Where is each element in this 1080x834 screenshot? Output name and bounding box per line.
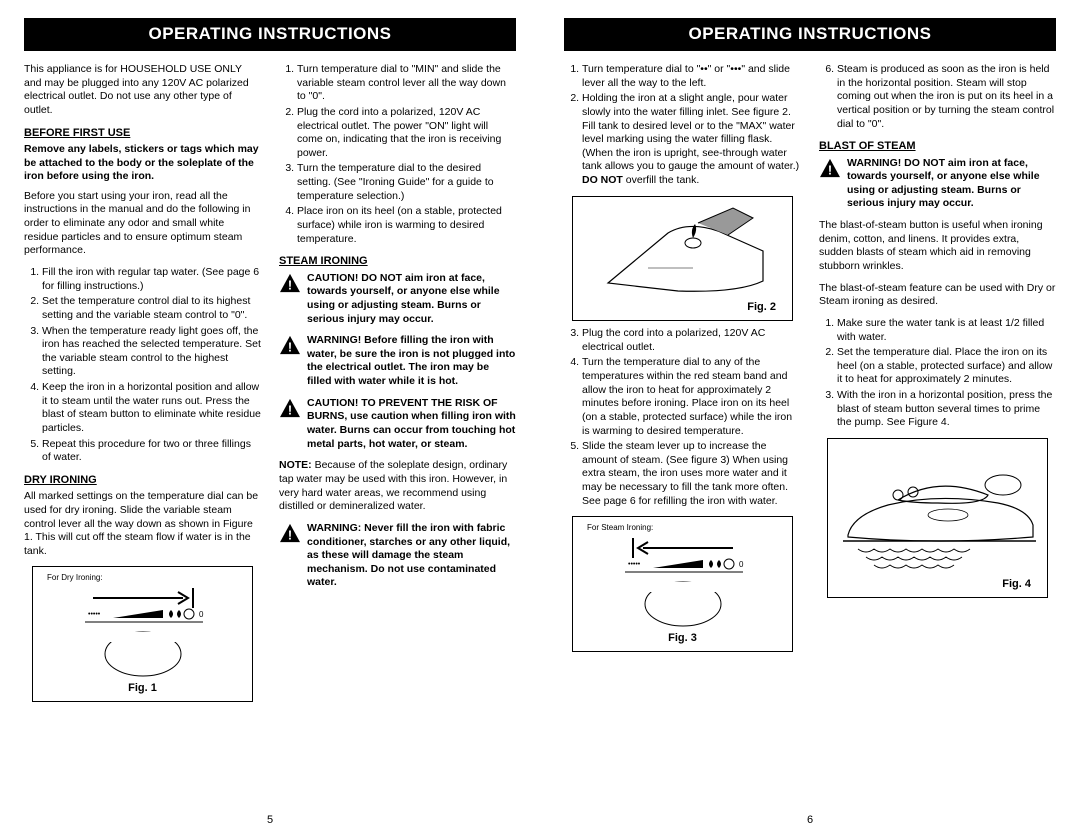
remove-labels: Remove any labels, stickers or tags whic…	[24, 143, 261, 184]
p5c2-step: Plug the cord into a polarized, 120V AC …	[297, 106, 516, 161]
svg-text:!: !	[288, 402, 292, 417]
figure-4: Fig. 4	[827, 438, 1048, 598]
p5-intro: This appliance is for HOUSEHOLD USE ONLY…	[24, 63, 261, 118]
warning-triangle-icon: !	[279, 523, 301, 543]
svg-text:•••••: •••••	[88, 611, 101, 618]
warning-triangle-icon: !	[279, 335, 301, 355]
fig2-label: Fig. 2	[579, 300, 786, 314]
steam-ironing-head: STEAM IRONING	[279, 254, 516, 268]
page5-number: 5	[24, 810, 516, 826]
svg-text:0: 0	[199, 610, 204, 619]
blast-step: Set the temperature dial. Place the iron…	[837, 346, 1056, 387]
warning-1: ! WARNING! Before filling the iron with …	[279, 334, 516, 389]
fig3-label: Fig. 3	[579, 631, 786, 645]
before-step: Set the temperature control dial to its …	[42, 295, 261, 322]
p6c2-step6-list: Steam is produced as soon as the iron is…	[819, 63, 1056, 131]
figure-1: For Dry Ironing: ••••• 0 Fig. 1	[32, 566, 253, 702]
blast-para2: The blast-of-steam feature can be used w…	[819, 282, 1056, 309]
page5-columns: This appliance is for HOUSEHOLD USE ONLY…	[24, 63, 516, 810]
p5c2-steps: Turn temperature dial to "MIN" and slide…	[279, 63, 516, 246]
caution1-text: CAUTION! DO NOT aim iron at face, toward…	[307, 272, 516, 327]
blast-step: With the iron in a horizontal position, …	[837, 389, 1056, 430]
fig1-svg: ••••• 0	[63, 584, 223, 679]
before-step: When the temperature ready light goes of…	[42, 325, 261, 380]
p6c1a-step: Holding the iron at a slight angle, pour…	[582, 92, 801, 187]
figure-3: For Steam Ironing: ••••• 0 Fig. 3	[572, 516, 793, 652]
svg-text:!: !	[288, 527, 292, 542]
page6-columns: Turn temperature dial to "••" or "•••" a…	[564, 63, 1056, 810]
header-left: OPERATING INSTRUCTIONS	[24, 18, 516, 51]
p6c2-step6: Steam is produced as soon as the iron is…	[837, 63, 1056, 131]
page6-number: 6	[564, 810, 1056, 826]
page6-col2: Steam is produced as soon as the iron is…	[819, 63, 1056, 810]
p5c2-step: Turn temperature dial to "MIN" and slide…	[297, 63, 516, 104]
before-first-use-head: BEFORE FIRST USE	[24, 126, 261, 140]
svg-text:0: 0	[739, 560, 744, 569]
page5-col1: This appliance is for HOUSEHOLD USE ONLY…	[24, 63, 261, 810]
before-step: Fill the iron with regular tap water. (S…	[42, 266, 261, 293]
note-para: NOTE: Because of the soleplate design, o…	[279, 459, 516, 514]
svg-text:!: !	[288, 340, 292, 355]
before-step: Keep the iron in a horizontal position a…	[42, 381, 261, 436]
figure-2: Fig. 2	[572, 196, 793, 321]
blast-head: BLAST OF STEAM	[819, 139, 1056, 153]
before-steps: Fill the iron with regular tap water. (S…	[24, 266, 261, 465]
warning-triangle-icon: !	[819, 158, 841, 178]
blast-warn-text: WARNING! DO NOT aim iron at face, toward…	[847, 157, 1056, 212]
warning-triangle-icon: !	[279, 273, 301, 293]
warning-triangle-icon: !	[279, 398, 301, 418]
warning2-text: WARNING: Never fill the iron with fabric…	[307, 522, 516, 590]
svg-text:!: !	[828, 162, 832, 177]
page-right: OPERATING INSTRUCTIONS Turn temperature …	[540, 0, 1080, 834]
p5c2-step: Place iron on its heel (on a stable, pro…	[297, 205, 516, 246]
svg-text:•••••: •••••	[628, 561, 641, 568]
p6c1a-step: Turn temperature dial to "••" or "•••" a…	[582, 63, 801, 90]
p6c1-steps-b: Plug the cord into a polarized, 120V AC …	[564, 327, 801, 508]
svg-text:!: !	[288, 277, 292, 292]
caution-1: ! CAUTION! DO NOT aim iron at face, towa…	[279, 272, 516, 327]
blast-para1: The blast-of-steam button is useful when…	[819, 219, 1056, 274]
p6c1b-step: Plug the cord into a polarized, 120V AC …	[582, 327, 801, 354]
p6c1-steps-a: Turn temperature dial to "••" or "•••" a…	[564, 63, 801, 188]
page5-col2: Turn temperature dial to "MIN" and slide…	[279, 63, 516, 810]
fig4-svg	[838, 445, 1038, 575]
p5c2-step: Turn the temperature dial to the desired…	[297, 162, 516, 203]
blast-steps: Make sure the water tank is at least 1/2…	[819, 317, 1056, 430]
fig2-svg	[598, 203, 768, 298]
blast-warning: ! WARNING! DO NOT aim iron at face, towa…	[819, 157, 1056, 212]
warning-2: ! WARNING: Never fill the iron with fabr…	[279, 522, 516, 590]
caution2-text: CAUTION! TO PREVENT THE RISK OF BURNS, u…	[307, 397, 516, 452]
before-intro: Before you start using your iron, read a…	[24, 190, 261, 258]
before-step: Repeat this procedure for two or three f…	[42, 438, 261, 465]
page6-col1: Turn temperature dial to "••" or "•••" a…	[564, 63, 801, 810]
blast-step: Make sure the water tank is at least 1/2…	[837, 317, 1056, 344]
fig1-label: Fig. 1	[39, 681, 246, 695]
header-right: OPERATING INSTRUCTIONS	[564, 18, 1056, 51]
dry-ironing-para: All marked settings on the temperature d…	[24, 490, 261, 558]
warning1-text: WARNING! Before filling the iron with wa…	[307, 334, 516, 389]
fig1-caption: For Dry Ironing:	[39, 573, 246, 583]
p6c1b-step: Slide the steam lever up to increase the…	[582, 440, 801, 508]
fig3-svg: ••••• 0	[603, 534, 763, 629]
p6c1b-step: Turn the temperature dial to any of the …	[582, 356, 801, 438]
page-left: OPERATING INSTRUCTIONS This appliance is…	[0, 0, 540, 834]
fig3-caption: For Steam Ironing:	[579, 523, 786, 533]
fig4-label: Fig. 4	[834, 577, 1041, 591]
dry-ironing-head: DRY IRONING	[24, 473, 261, 487]
caution-2: ! CAUTION! TO PREVENT THE RISK OF BURNS,…	[279, 397, 516, 452]
